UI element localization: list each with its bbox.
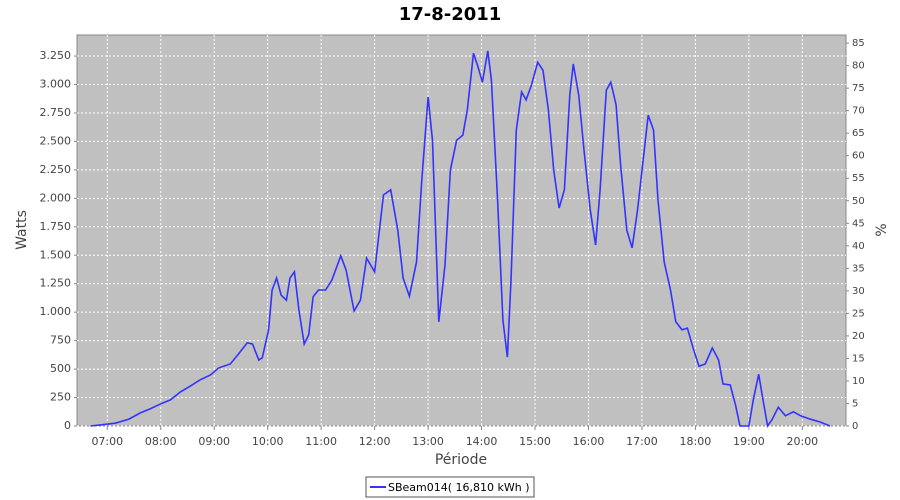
y-tick-label: 250 — [50, 391, 71, 404]
y-tick-label: 3.000 — [40, 78, 72, 91]
y2-tick-label: 55 — [852, 173, 865, 184]
plot-area — [76, 34, 847, 427]
legend-label: SBeam014( 16,810 kWh ) — [388, 481, 530, 494]
x-tick-label: 11:00 — [305, 435, 337, 448]
x-tick-label: 12:00 — [359, 435, 391, 448]
y2-tick-label: 45 — [852, 218, 865, 229]
y-tick-label: 1.250 — [40, 277, 72, 290]
y2-tick-label: 0 — [852, 421, 858, 432]
y2-tick-label: 80 — [852, 61, 865, 72]
x-tick-label: 13:00 — [412, 435, 444, 448]
y-tick-label: 3.250 — [40, 49, 72, 62]
x-tick-label: 08:00 — [145, 435, 177, 448]
x-tick-label: 07:00 — [91, 435, 123, 448]
y2-tick-label: 25 — [852, 308, 865, 319]
y-tick-label: 0 — [64, 419, 71, 432]
y2-tick-label: 60 — [852, 151, 865, 162]
y2-axis-label: % — [874, 223, 890, 236]
y-tick-label: 2.500 — [40, 134, 72, 147]
y2-tick-label: 70 — [852, 106, 865, 117]
y-tick-label: 1.750 — [40, 220, 72, 233]
y2-tick-label: 65 — [852, 128, 865, 139]
chart-title: 17-8-2011 — [399, 4, 502, 25]
y2-tick-label: 30 — [852, 286, 865, 297]
x-tick-label: 19:00 — [733, 435, 765, 448]
y2-tick-label: 15 — [852, 353, 865, 364]
y2-tick-label: 75 — [852, 83, 865, 94]
y-tick-label: 750 — [50, 334, 71, 347]
line-series — [90, 50, 831, 429]
x-tick-label: 09:00 — [198, 435, 230, 448]
y2-tick-label: 10 — [852, 376, 865, 387]
y2-tick-label: 50 — [852, 196, 865, 207]
y-tick-label: 1.500 — [40, 248, 72, 261]
y2-tick-label: 5 — [852, 398, 858, 409]
x-tick-label: 17:00 — [626, 435, 658, 448]
y2-tick-label: 35 — [852, 263, 865, 274]
x-tick-label: 18:00 — [680, 435, 712, 448]
x-tick-label: 10:00 — [252, 435, 284, 448]
x-tick-label: 15:00 — [519, 435, 551, 448]
x-axis-label: Période — [435, 452, 487, 468]
y2-tick-label: 40 — [852, 241, 865, 252]
legend — [365, 476, 535, 498]
y2-tick-label: 20 — [852, 331, 865, 342]
y-tick-label: 2.250 — [40, 163, 72, 176]
y2-tick-label: 85 — [852, 38, 865, 49]
y-tick-label: 2.750 — [40, 106, 72, 119]
y-tick-label: 1.000 — [40, 305, 72, 318]
x-tick-label: 14:00 — [466, 435, 498, 448]
y-tick-label: 2.000 — [40, 191, 72, 204]
y-tick-label: 500 — [50, 362, 71, 375]
x-tick-label: 20:00 — [786, 435, 818, 448]
x-tick-label: 16:00 — [573, 435, 605, 448]
y-axis-label: Watts — [14, 210, 30, 250]
